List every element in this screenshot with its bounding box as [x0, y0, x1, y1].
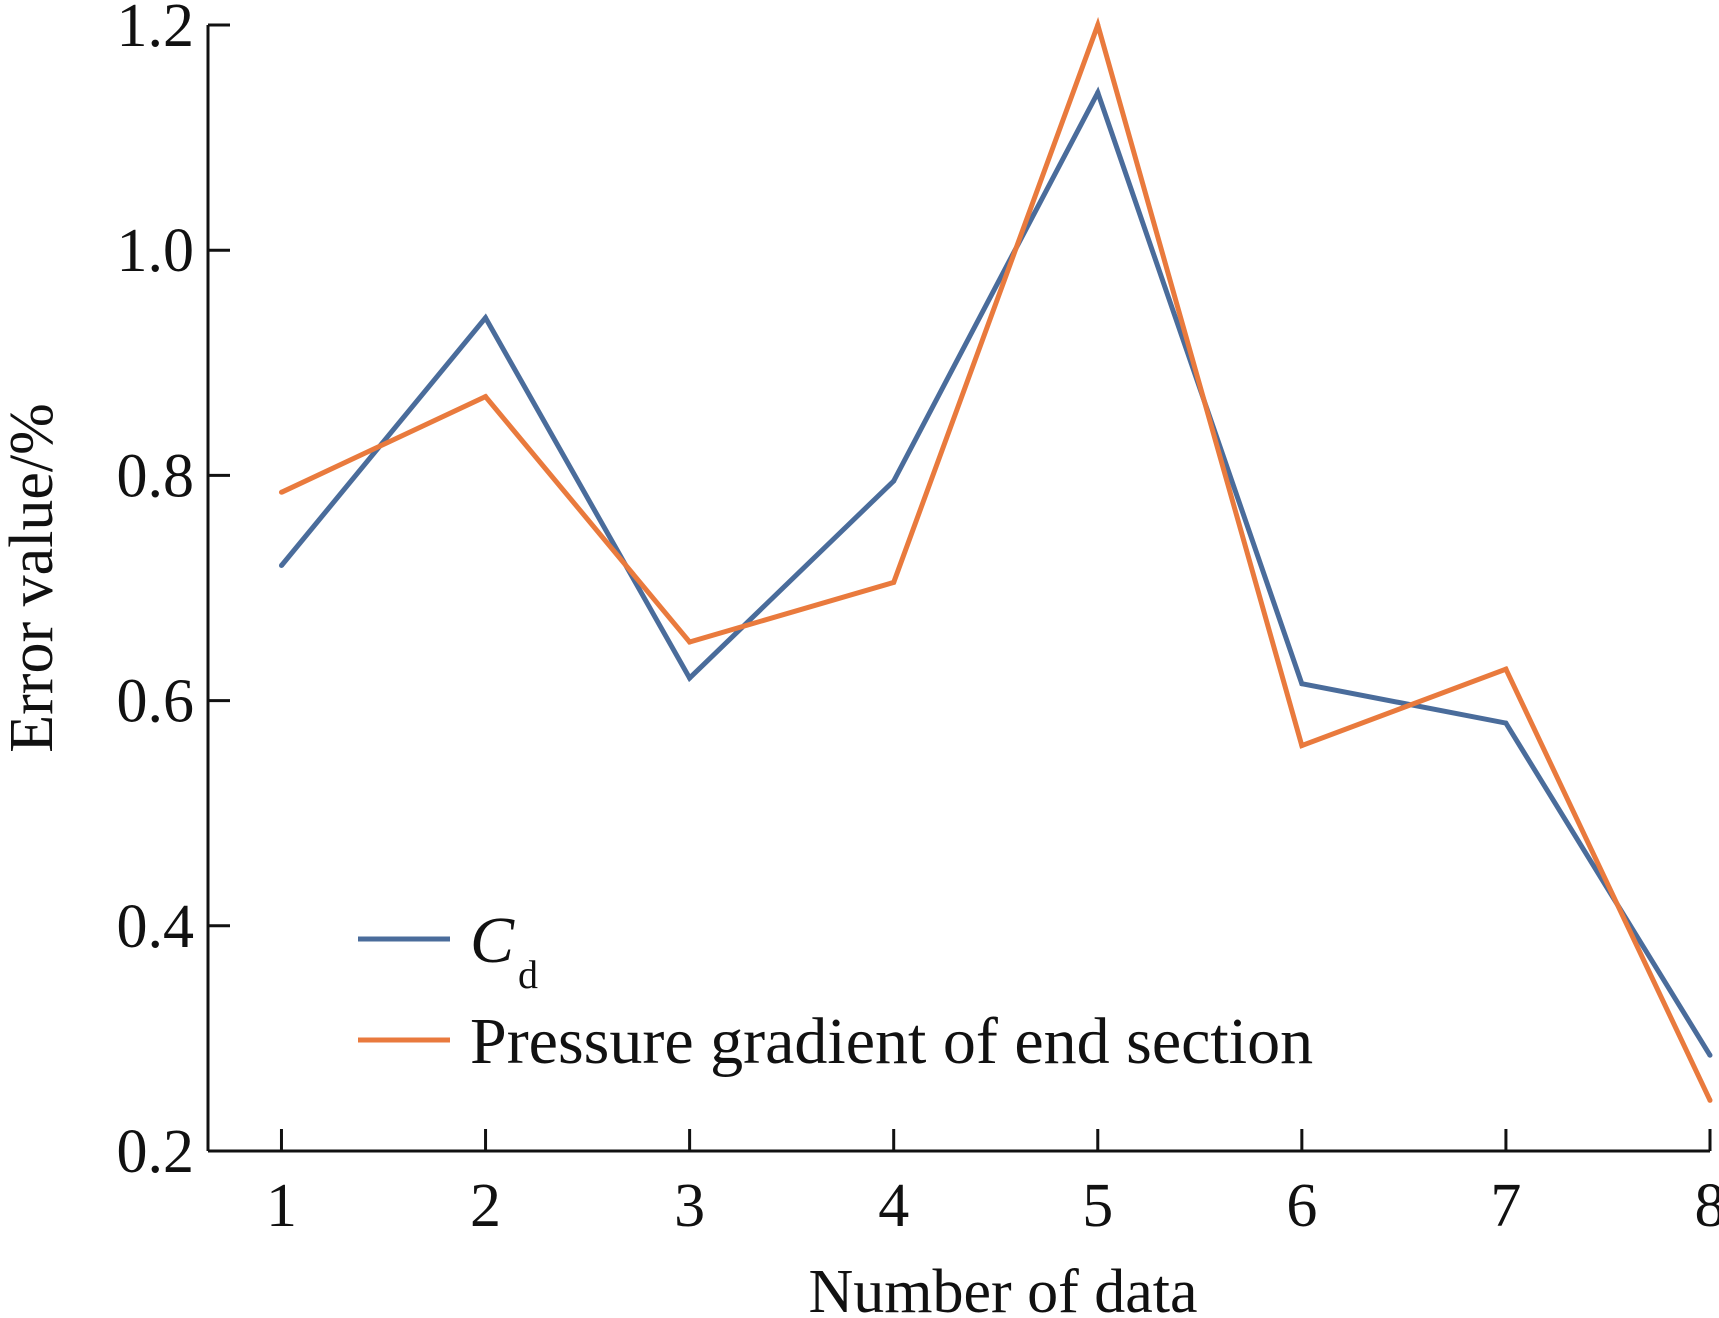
data-point: [1707, 1097, 1713, 1103]
data-point: [891, 478, 897, 484]
series-layer: [278, 16, 1713, 1103]
legend-label-cd-subscript: d: [518, 952, 538, 997]
data-point: [687, 675, 693, 681]
legend-item-pressure-gradient: Pressure gradient of end section: [358, 1005, 1313, 1078]
ticks-layer: 1 2 3 4 5 6 7 8 0.2 0.4 0.6 0.8 1.0 1.2: [117, 0, 1719, 1240]
y-tick-label: 1.0: [117, 217, 195, 285]
data-point: [1503, 666, 1509, 672]
legend-label-pressure-gradient: Pressure gradient of end section: [470, 1005, 1313, 1078]
data-point: [1095, 22, 1101, 28]
data-point: [891, 579, 897, 585]
x-axis-title: Number of data: [808, 1258, 1197, 1318]
x-tick-label: 2: [470, 1172, 501, 1240]
x-tick-label: 7: [1490, 1172, 1521, 1240]
x-tick-label: 6: [1286, 1172, 1317, 1240]
series-line-pressure-gradient: [280, 16, 1713, 1102]
data-point: [278, 489, 284, 495]
data-point: [278, 562, 284, 568]
x-tick-label: 8: [1695, 1172, 1719, 1240]
y-tick-label: 0.6: [117, 668, 195, 736]
y-tick-label: 1.2: [117, 0, 195, 60]
data-point: [1095, 90, 1101, 96]
series-line-cd: [279, 86, 1713, 1057]
data-point: [1299, 743, 1305, 749]
x-tick-label: 3: [674, 1172, 705, 1240]
data-point: [1299, 681, 1305, 687]
x-tick-label: 1: [266, 1172, 297, 1240]
y-tick-label: 0.8: [117, 442, 195, 510]
x-tick-label: 4: [878, 1172, 909, 1240]
y-tick-label: 0.4: [117, 893, 195, 961]
data-point: [687, 639, 693, 645]
legend-label-cd-main: C: [470, 904, 515, 977]
data-point: [483, 394, 489, 400]
data-point: [1707, 1052, 1713, 1058]
data-point: [1503, 720, 1509, 726]
y-axis-title: Error value/%: [0, 403, 66, 752]
y-tick-label: 0.2: [117, 1118, 195, 1186]
x-tick-label: 5: [1082, 1172, 1113, 1240]
data-point: [483, 315, 489, 321]
